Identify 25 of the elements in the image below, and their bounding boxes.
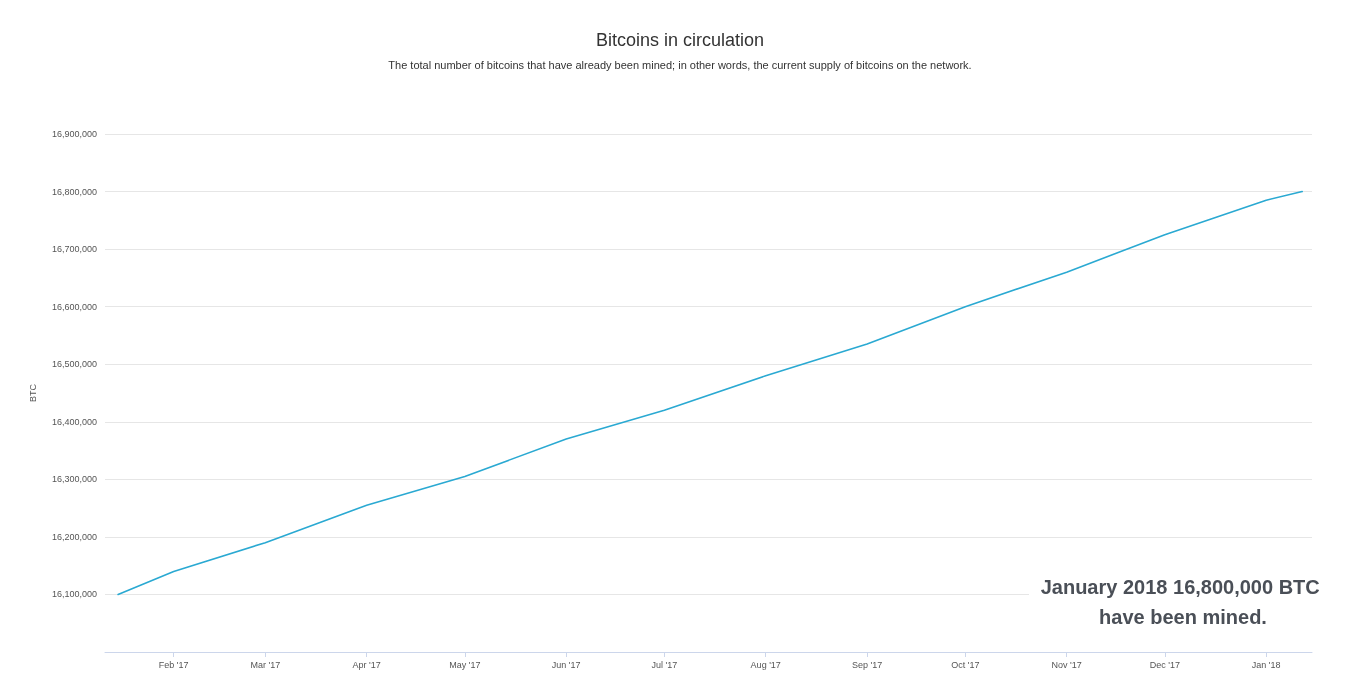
x-tick-label: Dec '17 — [1149, 659, 1180, 670]
x-tick-label: Oct '17 — [951, 659, 980, 670]
annotation: January 2018 16,800,000 BTC have been mined. — [1040, 576, 1326, 628]
x-tick-label: Apr '17 — [352, 659, 381, 670]
y-tick-label: 16,500,000 — [51, 359, 97, 370]
y-tick-label: 16,800,000 — [51, 186, 97, 197]
y-tick-label: 16,700,000 — [51, 244, 97, 255]
x-tick-label: Nov '17 — [1051, 659, 1082, 670]
x-tick-label: Aug '17 — [750, 659, 781, 670]
x-tick-label: May '17 — [449, 659, 481, 670]
x-tick-label: Jun '17 — [551, 659, 581, 670]
y-tick-label: 16,400,000 — [51, 416, 97, 427]
chart-subtitle: The total number of bitcoins that have already been mined; in other words, the current supply of bitcoins on the network. — [388, 58, 972, 71]
x-tick-label: Jan '18 — [1251, 659, 1281, 670]
x-tick-label: Sep '17 — [852, 659, 883, 670]
y-axis-title: BTC — [27, 383, 38, 402]
y-tick-label: 16,900,000 — [51, 129, 97, 139]
y-tick-label: 16,600,000 — [51, 301, 97, 312]
chart-title: Bitcoins in circulation — [595, 30, 765, 50]
y-tick-label: 16,300,000 — [51, 474, 97, 485]
y-tick-label: 16,200,000 — [51, 531, 97, 542]
y-tick-label: 16,100,000 — [51, 589, 97, 600]
x-tick-label: Jul '17 — [651, 659, 678, 670]
x-tick-label: Mar '17 — [250, 659, 281, 670]
x-tick-label: Feb '17 — [158, 659, 189, 670]
